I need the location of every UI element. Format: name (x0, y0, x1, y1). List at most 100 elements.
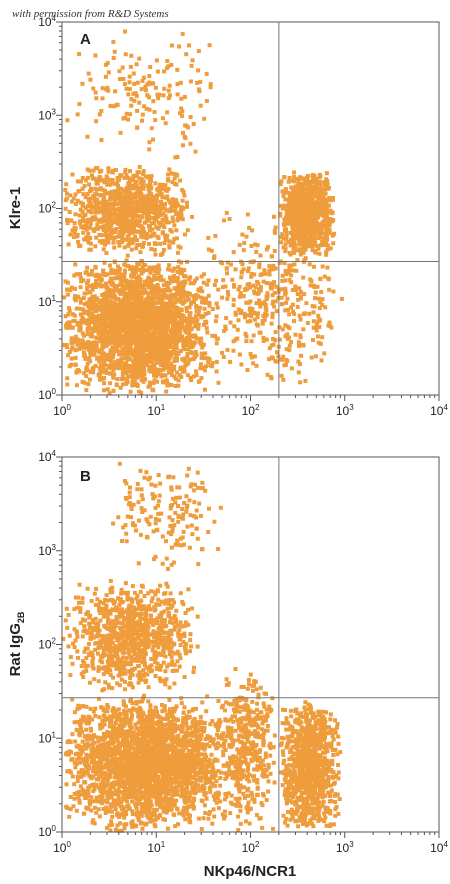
event-dot (119, 279, 124, 284)
event-dot (154, 211, 159, 216)
event-dot (142, 321, 147, 326)
event-dot (65, 292, 70, 297)
event-dot (116, 185, 121, 190)
event-dot (164, 378, 169, 383)
event-dot (101, 331, 106, 335)
event-dot (316, 215, 320, 219)
event-dot (209, 248, 214, 253)
event-dot (144, 106, 149, 111)
event-dot (131, 206, 136, 211)
event-dot (160, 346, 165, 350)
event-dot (174, 323, 179, 328)
event-dot (176, 350, 181, 355)
event-dot (133, 234, 138, 239)
event-dot (68, 193, 73, 198)
event-dot (159, 192, 164, 196)
event-dot (309, 355, 314, 360)
event-dot (149, 358, 154, 363)
event-dot (187, 337, 192, 342)
event-dot (168, 344, 172, 349)
event-dot (311, 338, 315, 342)
event-dot (126, 117, 130, 122)
event-dot (186, 325, 191, 329)
event-dot (80, 316, 85, 321)
event-dot (158, 241, 163, 246)
event-dot (147, 184, 151, 189)
event-dot (80, 203, 85, 208)
event-dot (134, 191, 139, 196)
event-dot (264, 247, 269, 252)
event-dot (99, 209, 104, 214)
event-dot (235, 336, 240, 341)
event-dot (65, 118, 70, 123)
event-dot (77, 213, 82, 218)
event-dot (303, 378, 308, 383)
event-dot (322, 351, 327, 356)
event-dot (87, 345, 92, 350)
event-dot (67, 308, 72, 313)
event-dot (105, 237, 110, 242)
event-dot (70, 312, 75, 317)
event-dot (126, 308, 131, 313)
event-dot (133, 91, 138, 96)
event-dot (93, 186, 98, 191)
event-dot (267, 272, 272, 277)
event-dot (93, 244, 98, 249)
event-dot (305, 216, 310, 221)
event-dot (314, 190, 319, 195)
event-dot (158, 182, 163, 187)
event-dot (83, 356, 88, 361)
event-dot (150, 299, 155, 304)
event-dot (173, 341, 178, 345)
y-tick-label: 102 (38, 201, 56, 216)
event-dot (150, 387, 155, 392)
event-dot (75, 339, 80, 344)
event-dot (201, 280, 206, 285)
event-dot (162, 225, 167, 230)
event-dot (298, 362, 302, 367)
event-dot (180, 198, 185, 203)
event-dot (98, 187, 103, 191)
event-dot (224, 316, 229, 320)
event-dot (104, 302, 109, 306)
event-dot (105, 316, 110, 321)
event-dot (123, 304, 128, 309)
event-dot (124, 258, 129, 263)
event-dot (95, 202, 100, 207)
event-dot (106, 70, 111, 75)
event-dot (126, 92, 131, 97)
event-dot (258, 304, 263, 309)
event-dot (81, 215, 86, 220)
event-dot (327, 287, 332, 292)
event-dot (196, 287, 201, 292)
event-dot (93, 210, 98, 215)
event-dot (249, 314, 254, 319)
event-dot (94, 325, 99, 330)
event-dot (286, 190, 291, 195)
event-dot (86, 71, 91, 76)
event-dot (295, 292, 300, 296)
event-dot (102, 307, 107, 311)
event-dot (172, 223, 177, 228)
event-dot (130, 240, 135, 245)
event-dot (192, 333, 197, 338)
event-dot (65, 217, 69, 222)
event-dot (311, 310, 316, 315)
event-dot (144, 307, 149, 312)
event-dot (185, 204, 189, 209)
event-dot (293, 243, 298, 248)
event-dot (178, 367, 183, 371)
event-dot (140, 699, 145, 704)
event-dot (137, 285, 142, 290)
event-dot (164, 323, 169, 328)
event-dot (313, 290, 318, 295)
event-dot (153, 327, 158, 332)
event-dot (332, 231, 337, 236)
event-dot (207, 43, 212, 48)
event-dot (113, 305, 118, 310)
event-dot (122, 175, 127, 180)
event-dot (328, 219, 333, 224)
event-dot (188, 375, 193, 380)
event-dot (167, 302, 172, 307)
event-dot (296, 370, 301, 375)
